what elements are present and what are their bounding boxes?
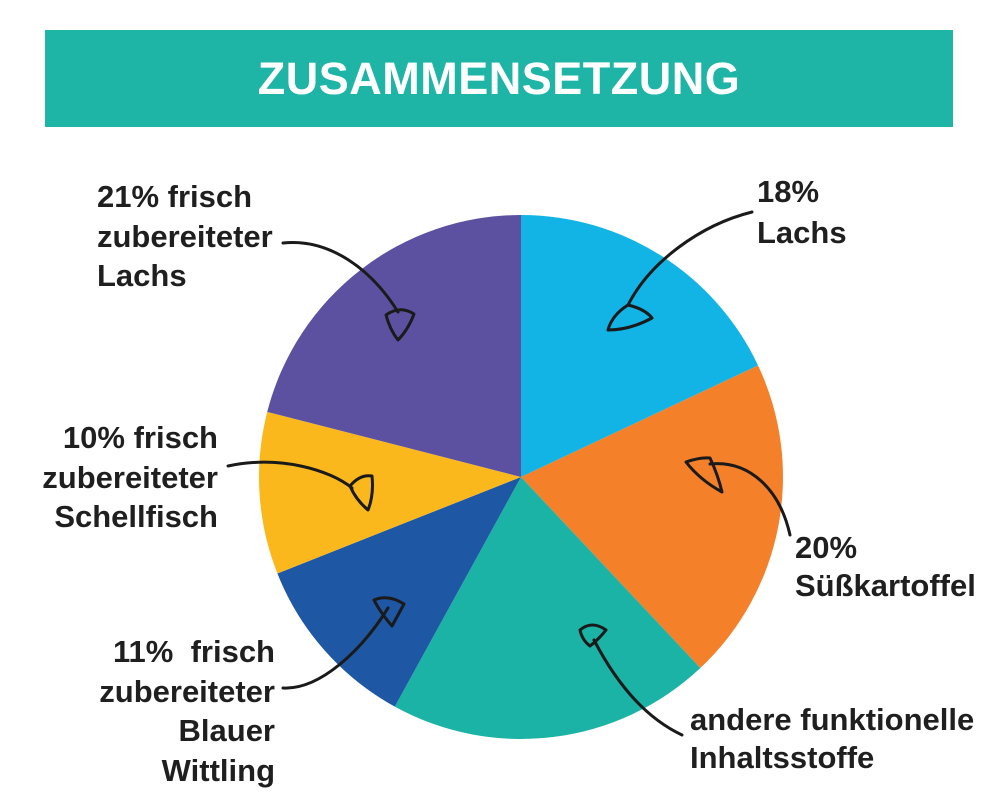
label-line: andere funktionelle: [690, 702, 975, 737]
arrow-line: [626, 210, 754, 307]
slice-label-andere-inhaltsstoffe: andere funktionelle Inhaltsstoffe: [690, 701, 974, 777]
label-line: Blauer: [178, 713, 275, 748]
label-line: 11% frisch: [113, 634, 275, 669]
slice-label-blauer-wittling: 11% frisch zubereiteter Blauer Wittling: [99, 632, 275, 790]
pie-slice-blauer-wittling: [277, 477, 521, 707]
label-line: Lachs: [97, 258, 187, 293]
arrow-line: [708, 462, 792, 537]
label-line: 20%: [795, 530, 858, 565]
label-line: 21% frisch: [97, 179, 253, 214]
chart-title: ZUSAMMENSETZUNG: [257, 53, 741, 104]
label-line: Inhaltsstoffe: [690, 740, 875, 775]
label-line: Wittling: [161, 752, 275, 788]
label-line: 18%: [757, 174, 820, 209]
pie-slice-andere-inhaltsstoffe: [394, 477, 701, 739]
arrow-line: [226, 460, 354, 490]
arrowhead-icon: [684, 456, 724, 494]
slice-label-frisch-lachs: 21% frisch zubereiteter Lachs: [97, 177, 273, 296]
arrow-line: [281, 606, 390, 690]
leader-arrow-schellfisch: [226, 460, 374, 512]
arrow-line: [281, 240, 400, 314]
leader-arrow-lachs: [606, 210, 754, 332]
label-line: Lachs: [757, 215, 847, 250]
label-line: zubereiteter: [97, 218, 273, 254]
pie-slice-lachs: [521, 215, 759, 477]
leader-arrow-suesskartoffel: [684, 456, 792, 537]
label-line: zubereiteter: [99, 673, 275, 709]
arrowhead-icon: [348, 474, 374, 512]
label-line: Süßkartoffel: [795, 568, 976, 603]
arrowhead-icon: [606, 303, 654, 332]
slice-label-suesskartoffel: 20% Süßkartoffel: [795, 529, 976, 605]
arrowhead-icon: [372, 596, 406, 628]
leader-arrow-blauer-wittling: [281, 596, 406, 690]
leader-arrow-andere-inhaltsstoffe: [578, 623, 684, 737]
arrow-line: [592, 638, 684, 737]
pie-slices: [258, 215, 783, 739]
title-banner: ZUSAMMENSETZUNG: [45, 30, 953, 127]
arrowhead-icon: [578, 623, 608, 648]
label-line: 10% frisch: [62, 420, 218, 455]
label-line: zubereiteter: [42, 459, 218, 495]
leader-arrow-frisch-lachs: [281, 240, 416, 342]
label-line: Schellfisch: [54, 499, 218, 534]
slice-label-schellfisch: 10% frisch zubereiteter Schellfisch: [42, 418, 218, 537]
pie-slice-frisch-lachs: [267, 215, 521, 477]
pie-slice-schellfisch: [258, 411, 521, 574]
pie-slice-suesskartoffel: [521, 365, 783, 668]
arrowhead-icon: [384, 308, 416, 342]
slice-label-lachs: 18% Lachs: [757, 171, 847, 253]
